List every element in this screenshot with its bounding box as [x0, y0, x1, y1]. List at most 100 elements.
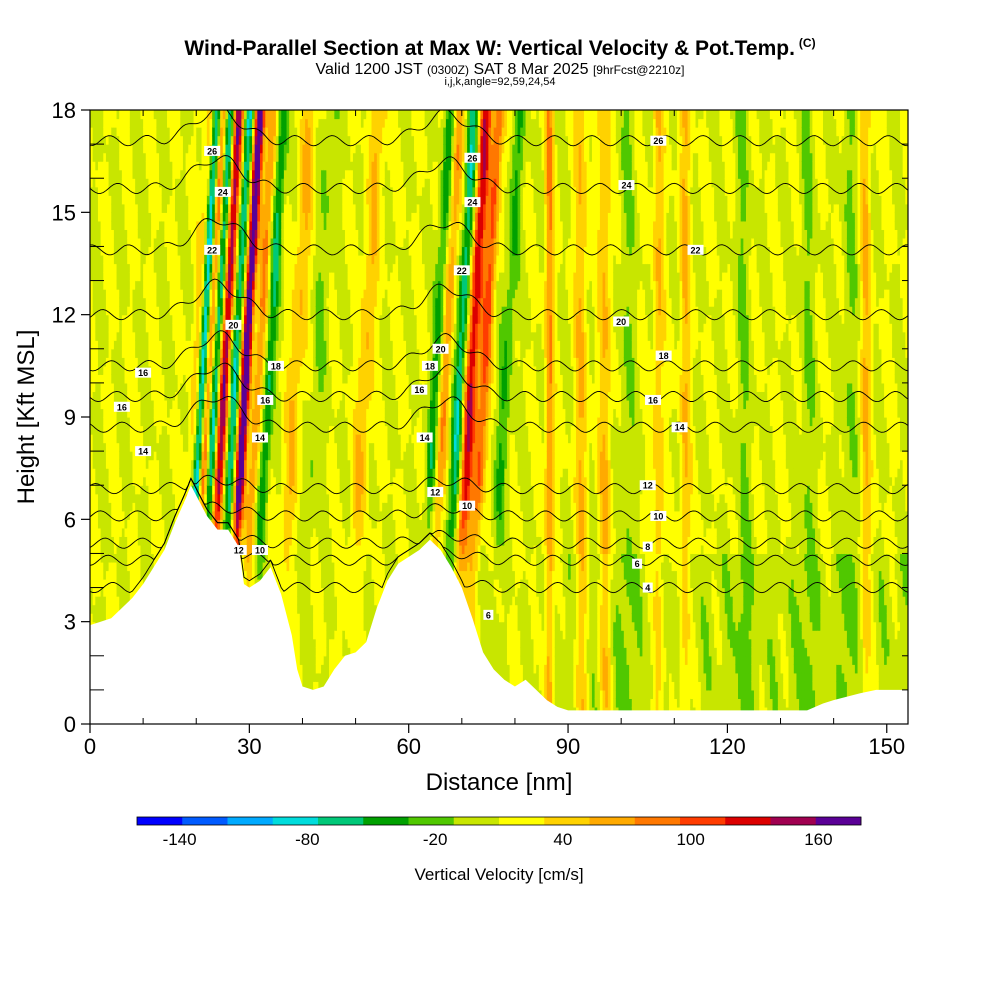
colorbar-tick-label: -80: [295, 830, 320, 849]
contour-label-bg: [642, 541, 653, 552]
x-tick-label: 120: [709, 734, 746, 759]
contour-label: 10: [653, 511, 663, 521]
contour-label-bg: [214, 186, 231, 197]
contour-label-bg: [204, 244, 221, 255]
y-tick-label: 12: [52, 303, 76, 328]
x-tick-label: 90: [556, 734, 580, 759]
contour-label: 14: [255, 433, 265, 443]
contour-label-bg: [687, 244, 704, 255]
contour-label: 10: [462, 501, 472, 511]
contour-label: 20: [616, 317, 626, 327]
contour-label-bg: [464, 152, 481, 163]
colorbar-tick-label: 160: [804, 830, 832, 849]
contour-label: 6: [635, 559, 640, 569]
contour-label: 26: [467, 153, 477, 163]
theta-contour-8: [90, 477, 908, 549]
theta-contour-24: [90, 155, 908, 195]
contour-label: 12: [643, 481, 653, 491]
colorbar-swatch: [544, 817, 590, 825]
y-tick-label: 18: [52, 98, 76, 123]
colorbar-swatch: [499, 817, 545, 825]
contour-label-bg: [459, 500, 476, 511]
colorbar-tick-label: -20: [423, 830, 448, 849]
theta-contour-18: [90, 330, 908, 372]
chart-title-text: Wind-Parallel Section at Max W: Vertical…: [184, 37, 795, 60]
colorbar-swatch: [272, 817, 319, 825]
contour-label-bg: [411, 384, 428, 395]
contour-label: 12: [234, 546, 244, 556]
subtitle-fcst: [9hrFcst@2210z]: [593, 63, 685, 77]
contour-label-bg: [251, 432, 268, 443]
contour-label-bg: [618, 180, 635, 191]
contour-label-bg: [251, 545, 268, 556]
theta-contour-20: [90, 278, 908, 321]
contour-label-bg: [416, 432, 433, 443]
contour-label: 16: [117, 402, 127, 412]
contour-label: 18: [425, 361, 435, 371]
contour-label: 14: [420, 433, 430, 443]
contour-label-bg: [671, 422, 688, 433]
colorbar-swatch: [634, 817, 681, 825]
theta-contour-26: [90, 110, 908, 147]
contour-label-bg: [642, 582, 653, 593]
contour-label: 22: [691, 245, 701, 255]
contour-label-bg: [257, 394, 274, 405]
contour-label-bg: [632, 558, 643, 569]
y-tick-label: 15: [52, 200, 76, 225]
x-axis-label: Distance [nm]: [426, 769, 573, 796]
contour-label: 14: [138, 447, 148, 457]
theta-contour-14: [90, 396, 908, 433]
colorbar-label: Vertical Velocity [cm/s]: [414, 865, 583, 884]
colorbar-swatch: [589, 817, 636, 825]
contour-label: 6: [486, 610, 491, 620]
contour-label-bg: [421, 360, 438, 371]
colorbar-tick-label: 40: [553, 830, 572, 849]
potential-temperature-contours: [90, 110, 908, 594]
y-tick-label: 6: [64, 507, 76, 532]
contour-label: 12: [430, 488, 440, 498]
contour-label: 16: [138, 368, 148, 378]
colorbar-swatch: [363, 817, 409, 825]
contour-label: 26: [207, 146, 217, 156]
contour-label-bg: [427, 487, 444, 498]
x-tick-label: 60: [396, 734, 420, 759]
axes: 0 30 60 90 120 150 0 3 6 9 12 15 18: [52, 98, 908, 759]
contour-label: 16: [648, 395, 658, 405]
contour-label: 20: [436, 344, 446, 354]
contour-label: 22: [207, 245, 217, 255]
colorbar-swatch: [408, 817, 455, 825]
y-tick-label: 9: [64, 405, 76, 430]
contour-label: 24: [467, 198, 477, 208]
contour-label-bg: [135, 446, 152, 457]
theta-contour-22: [90, 218, 908, 256]
contour-label: 18: [271, 361, 281, 371]
contour-label: 16: [414, 385, 424, 395]
x-tick-label: 30: [237, 734, 261, 759]
y-axis-label: Height [Kft MSL]: [13, 330, 40, 505]
colorbar-swatch: [680, 817, 726, 825]
contour-label-bg: [204, 145, 221, 156]
theta-contour-10: [90, 477, 908, 522]
contour-label: 24: [621, 181, 631, 191]
colorbar-swatch: [182, 817, 228, 825]
x-tick-label: 0: [84, 734, 96, 759]
terrain-mask: [90, 485, 908, 724]
contour-label-bg: [113, 401, 130, 412]
contour-label-bg: [613, 316, 630, 327]
contour-label: 8: [645, 542, 650, 552]
colorbar-swatch: [137, 817, 183, 825]
colorbar-swatch: [318, 817, 364, 825]
colorbar-frame: [136, 816, 862, 826]
colorbar-tick-label: 100: [676, 830, 704, 849]
subtitle-valid: Valid 1200 JST: [315, 61, 422, 78]
terrain-shape: [90, 485, 908, 724]
contour-label-bg: [483, 609, 494, 620]
subtitle-date: SAT 8 Mar 2025: [473, 61, 588, 78]
colorbar-tick-label: -140: [163, 830, 197, 849]
chart-title-mark: (C): [799, 36, 816, 50]
contour-label: 16: [260, 395, 270, 405]
theta-contour-12: [90, 474, 908, 495]
section-params: i,j,k,angle=92,59,24,54: [0, 76, 1000, 88]
contour-label-bg: [650, 510, 667, 521]
